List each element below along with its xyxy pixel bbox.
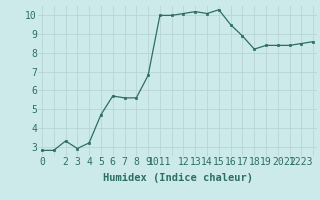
X-axis label: Humidex (Indice chaleur): Humidex (Indice chaleur): [103, 173, 252, 183]
